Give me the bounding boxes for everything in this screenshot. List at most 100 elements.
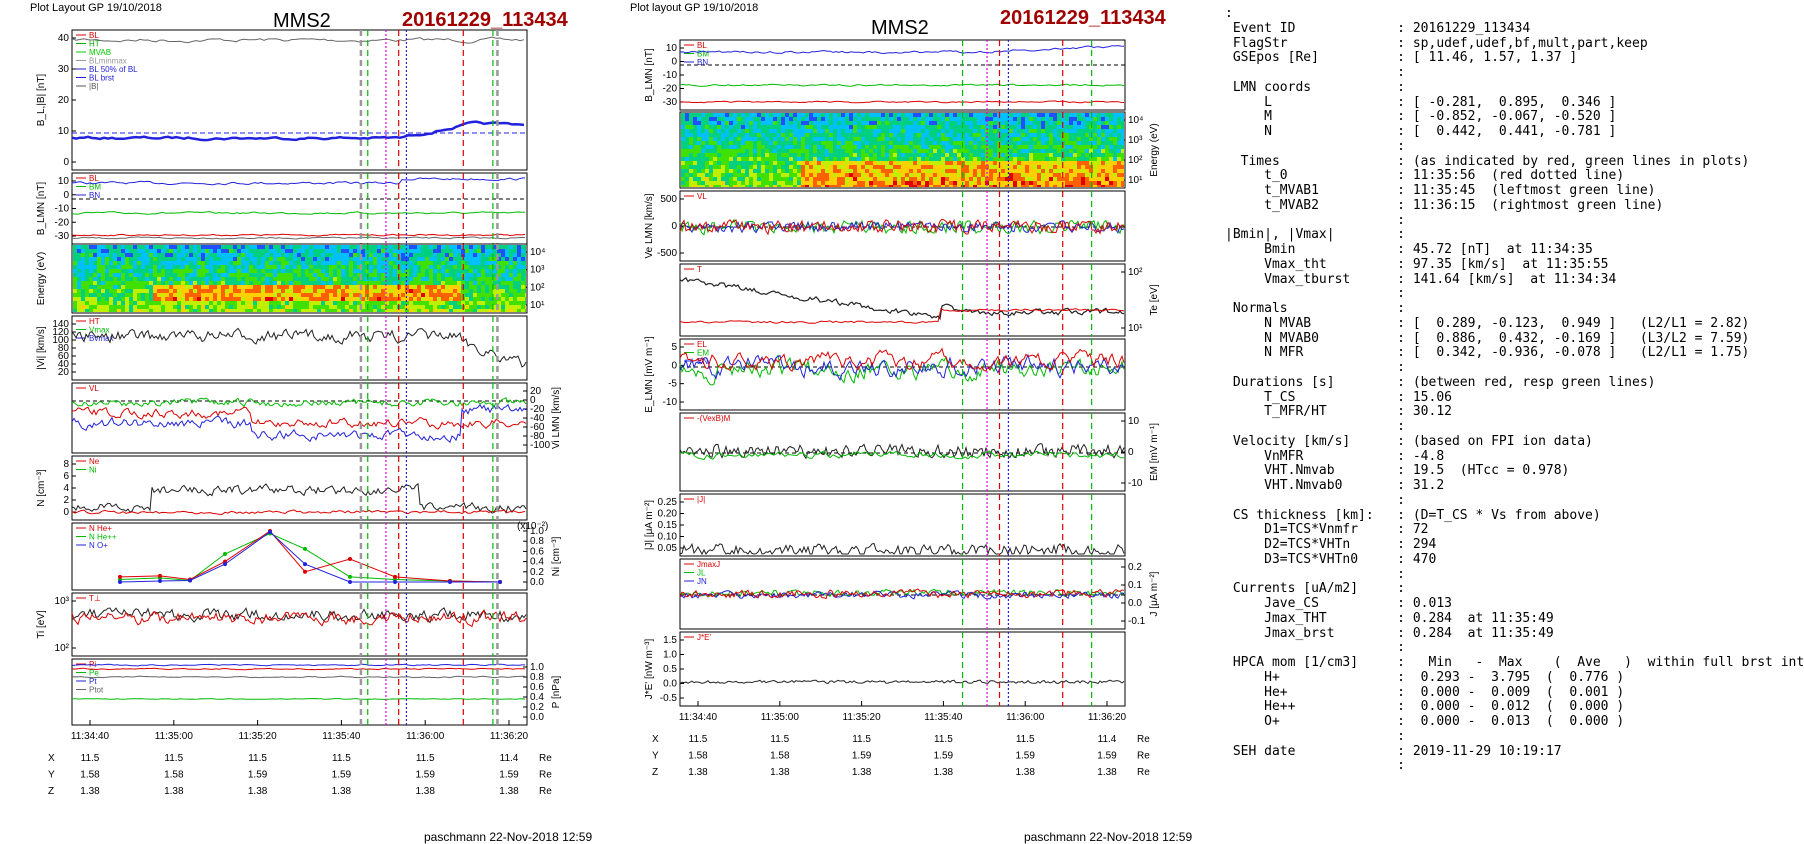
spectrogram-cell (725, 173, 729, 177)
spectrogram-cell (525, 249, 526, 253)
spectrogram-cell (793, 181, 797, 185)
spectrogram-cell (989, 129, 993, 133)
spectrogram-cell (797, 149, 801, 153)
spectrogram-cell (113, 293, 117, 297)
spectrogram-cell (1009, 133, 1013, 137)
y-axis-label: Te [eV] (1149, 284, 1160, 315)
spectrogram-cell (233, 305, 237, 309)
spectrogram-cell (449, 261, 453, 265)
spectrogram-cell (265, 301, 269, 305)
spectrogram-cell (433, 301, 437, 305)
spectrogram-cell (509, 253, 513, 257)
spectrogram-cell (217, 305, 221, 309)
spectrogram-cell (937, 145, 941, 149)
spectrogram-cell (229, 293, 233, 297)
spectrogram-cell (701, 169, 705, 173)
spectrogram-cell (933, 169, 937, 173)
spectrogram-cell (477, 273, 481, 277)
spectrogram-cell (821, 165, 825, 169)
spectrogram-cell (393, 261, 397, 265)
spectrogram-cell (177, 309, 181, 312)
y-tick-label: 10 (666, 43, 678, 54)
spectrogram-cell (1033, 185, 1037, 187)
spectrogram-cell (1041, 169, 1045, 173)
spectrogram-cell (713, 153, 717, 157)
spectrogram-cell (1097, 177, 1101, 181)
spectrogram-cell (469, 269, 473, 273)
spectrogram-cell (805, 161, 809, 165)
spectrogram-cell (133, 309, 137, 312)
spectrogram-cell (473, 273, 477, 277)
spectrogram-cell (237, 309, 241, 312)
spectrogram-cell (809, 121, 813, 125)
spectrogram-cell (829, 173, 833, 177)
spectrogram-cell (841, 145, 845, 149)
y-axis-label: |Vi| [km/s] (36, 326, 47, 370)
spectrogram-cell (741, 185, 745, 187)
spectrogram-cell (713, 169, 717, 173)
spectrogram-cell (757, 113, 761, 117)
spectrogram-cell (505, 281, 509, 285)
spectrogram-cell (885, 165, 889, 169)
spectrogram-cell (765, 141, 769, 145)
spectrogram-cell (505, 269, 509, 273)
spectrogram-cell (989, 185, 993, 187)
spectrogram-cell (397, 269, 401, 273)
position-value: 1.38 (80, 786, 100, 797)
spectrogram-cell (185, 249, 189, 253)
spectrogram-cell (1005, 137, 1009, 141)
spectrogram-cell (149, 249, 153, 253)
spectrogram-cell (97, 269, 101, 273)
spectrogram-cell (993, 141, 997, 145)
spectrogram-cell (385, 305, 389, 309)
spectrogram-cell (777, 181, 781, 185)
spectrogram-cell (985, 129, 989, 133)
spectrogram-cell (957, 113, 961, 117)
spectrogram-cell (433, 273, 437, 277)
spectrogram-cell (841, 181, 845, 185)
spectrogram-cell (1101, 161, 1105, 165)
spectrogram-cell (789, 173, 793, 177)
spectrogram-cell (893, 145, 897, 149)
spectrogram-cell (133, 297, 137, 301)
legend-label: BN (89, 191, 100, 200)
spectrogram-cell (225, 309, 229, 312)
spectrogram-cell (1017, 117, 1021, 121)
spectrogram-cell (1033, 169, 1037, 173)
spectrogram-cell (961, 129, 965, 133)
spectrogram-cell (725, 165, 729, 169)
spectrogram-cell (185, 261, 189, 265)
spectrogram-cell (793, 185, 797, 187)
spectrogram-cell (1073, 165, 1077, 169)
spectrogram-cell (781, 117, 785, 121)
spectrogram-cell (1065, 165, 1069, 169)
spectrogram-cell (957, 181, 961, 185)
spectrogram-cell (721, 169, 725, 173)
spectrogram-cell (285, 301, 289, 305)
spectrogram-cell (369, 253, 373, 257)
spectrogram-cell (933, 141, 937, 145)
spectrogram-cell (129, 285, 133, 289)
spectrogram-cell (313, 257, 317, 261)
spectrogram-cell (865, 153, 869, 157)
spectrogram-cell (325, 281, 329, 285)
spectrogram-cell (197, 265, 201, 269)
spectrogram-cell (841, 157, 845, 161)
spectrogram-cell (1013, 173, 1017, 177)
y-axis-label: E_LMN [mV m⁻¹] (644, 336, 655, 413)
spectrogram-cell (133, 305, 137, 309)
spectrogram-cell (265, 265, 269, 269)
spectrogram-cell (341, 293, 345, 297)
spectrogram-cell (273, 249, 277, 253)
x-tick-label: 11:35:40 (924, 712, 963, 723)
spectrogram-cell (1061, 137, 1065, 141)
spectrogram-cell (313, 265, 317, 269)
spectrogram-cell (509, 305, 513, 309)
spectrogram-cell (457, 265, 461, 269)
spectrogram-cell (445, 265, 449, 269)
spectrogram-cell (1069, 157, 1073, 161)
legend-label: BLminmax (89, 57, 127, 66)
spectrogram-cell (129, 245, 133, 249)
spectrogram-cell (77, 309, 81, 312)
spectrogram-cell (785, 153, 789, 157)
